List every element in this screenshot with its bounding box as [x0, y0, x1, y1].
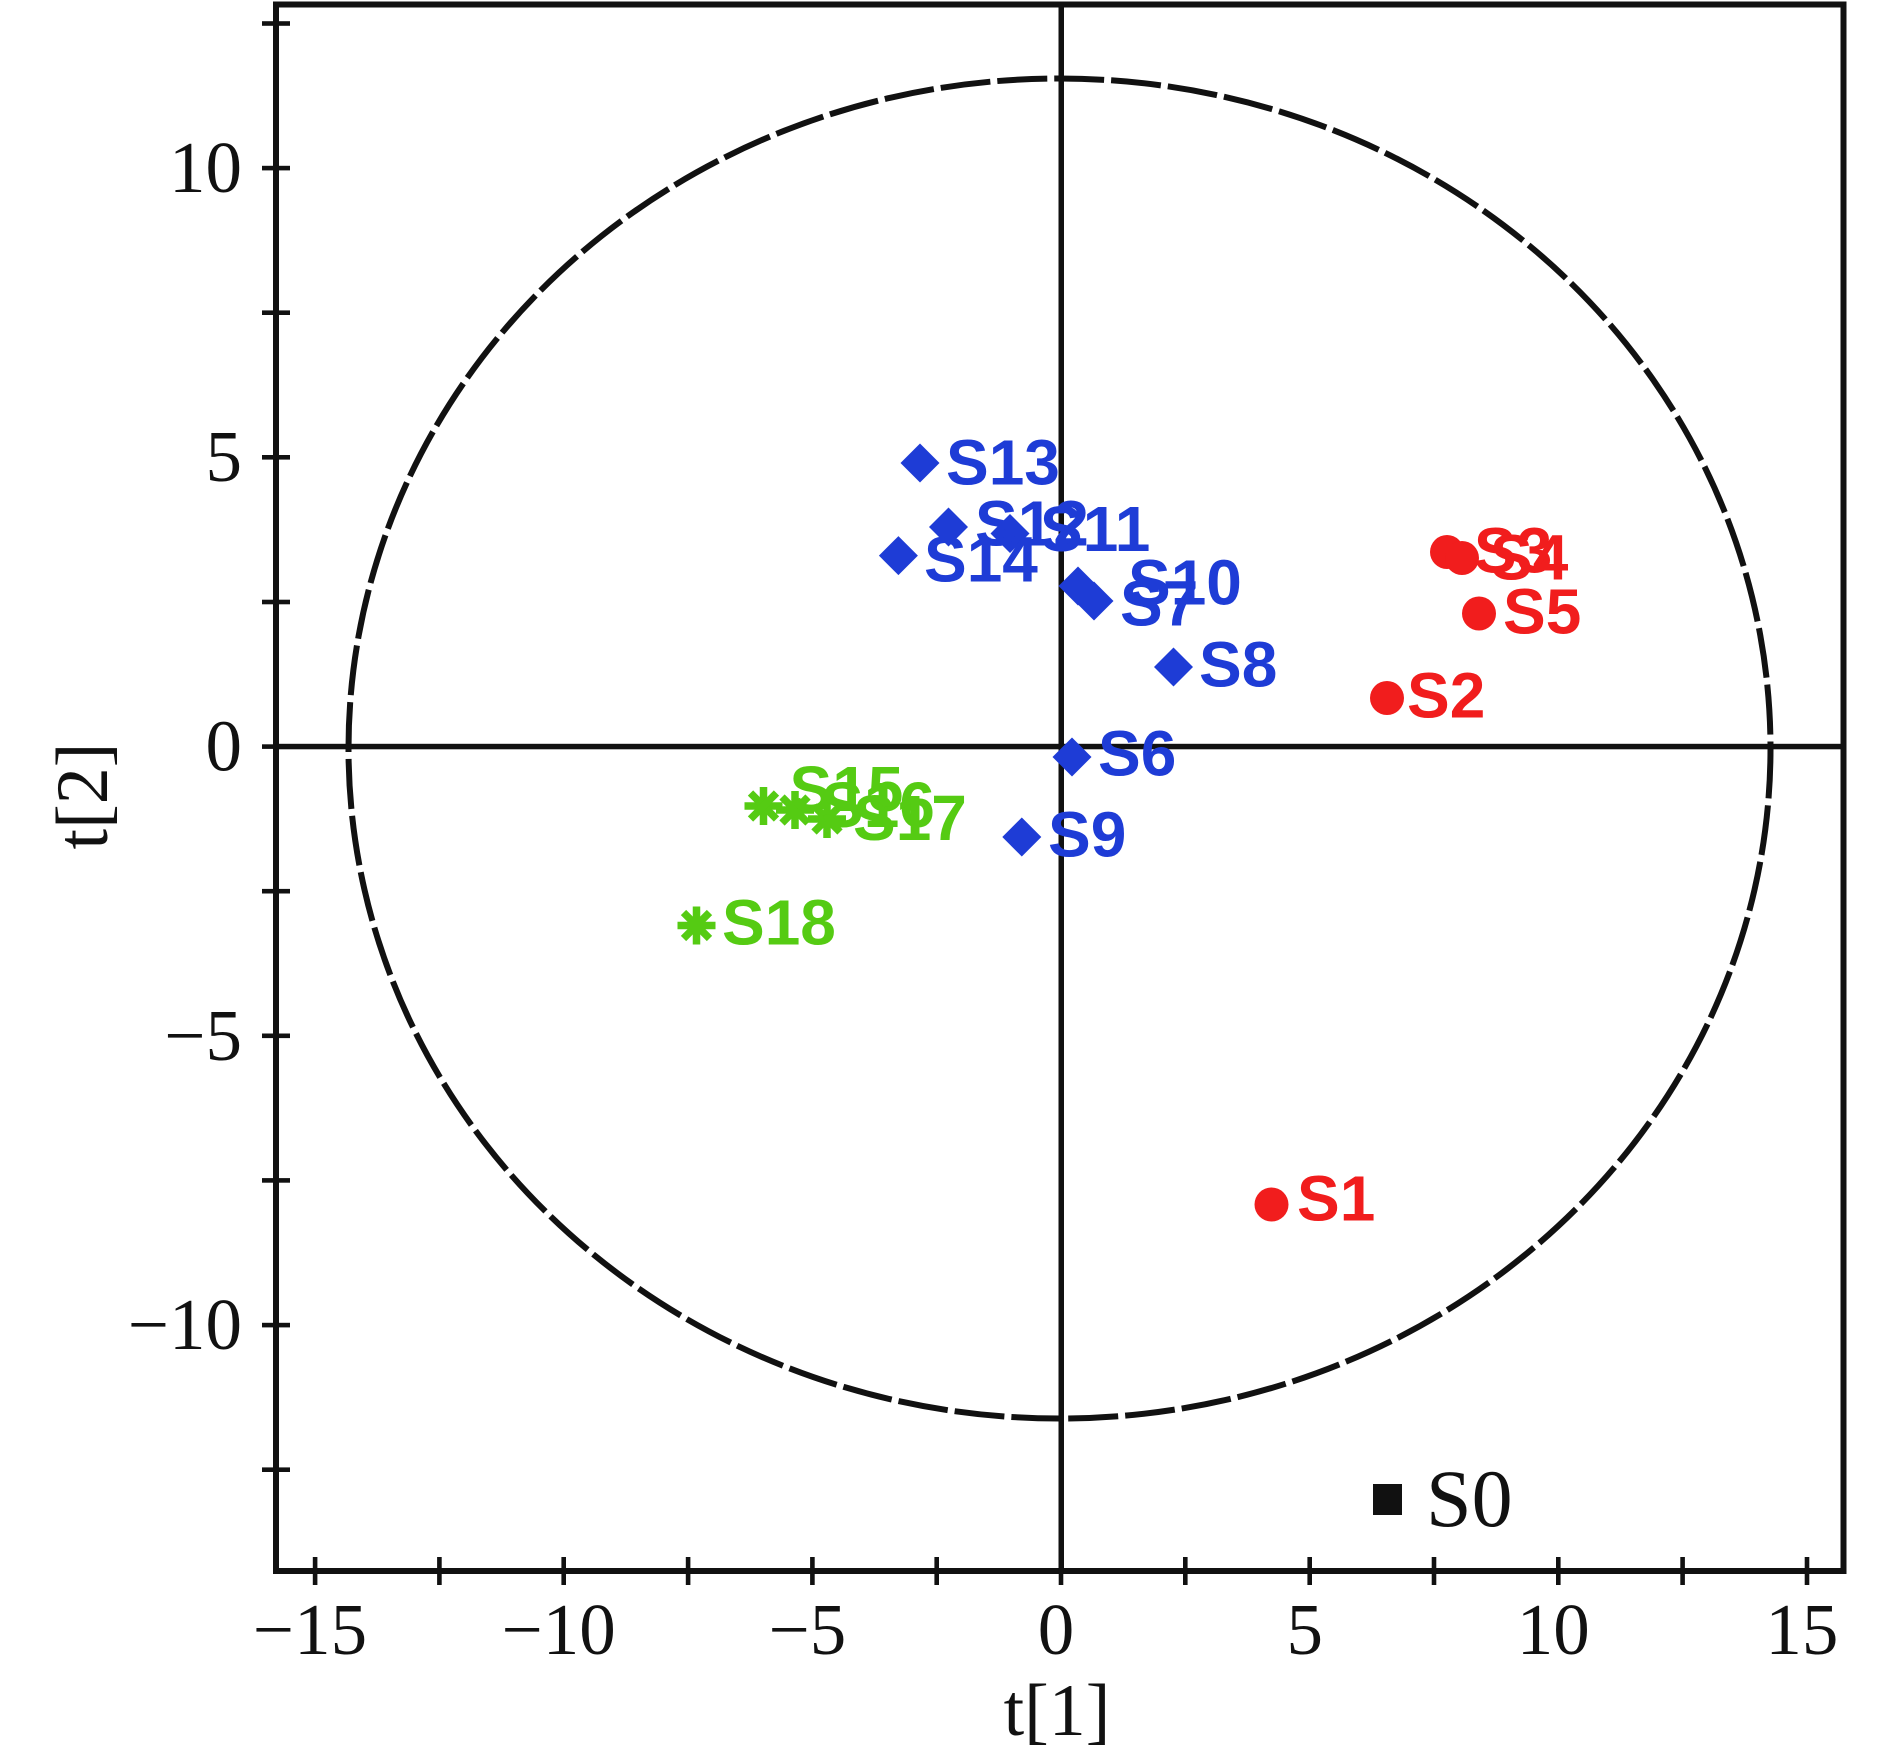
- svg-text:S12: S12: [975, 488, 1089, 560]
- svg-text:S9: S9: [1048, 799, 1126, 871]
- svg-text:S10: S10: [1128, 547, 1242, 619]
- svg-text:S2: S2: [1407, 660, 1485, 732]
- svg-text:0: 0: [206, 706, 243, 787]
- svg-text:−5: −5: [769, 1589, 847, 1670]
- svg-text:S1: S1: [1297, 1163, 1375, 1235]
- svg-text:S0: S0: [1426, 1453, 1513, 1544]
- svg-text:t[1]: t[1]: [1004, 1670, 1111, 1748]
- svg-text:S3: S3: [1474, 515, 1552, 587]
- svg-text:−5: −5: [164, 995, 242, 1076]
- svg-text:5: 5: [1286, 1589, 1323, 1670]
- svg-text:S6: S6: [1098, 718, 1176, 790]
- svg-text:5: 5: [206, 416, 243, 497]
- svg-text:S8: S8: [1199, 629, 1277, 701]
- svg-text:−15: −15: [253, 1589, 367, 1670]
- svg-text:S11: S11: [1040, 493, 1150, 565]
- svg-text:−10: −10: [502, 1589, 616, 1670]
- svg-text:S7: S7: [1120, 568, 1198, 640]
- svg-text:S15: S15: [790, 753, 904, 825]
- svg-text:15: 15: [1765, 1589, 1838, 1670]
- svg-text:S17: S17: [853, 782, 967, 854]
- svg-text:S18: S18: [722, 887, 836, 959]
- svg-text:S16: S16: [821, 769, 935, 841]
- svg-text:S5: S5: [1503, 576, 1581, 648]
- svg-text:10: 10: [169, 127, 242, 208]
- svg-text:0: 0: [1038, 1589, 1075, 1670]
- svg-text:S4: S4: [1490, 522, 1569, 594]
- svg-text:−10: −10: [128, 1284, 242, 1365]
- svg-text:S13: S13: [946, 427, 1060, 499]
- svg-text:10: 10: [1517, 1589, 1590, 1670]
- svg-text:S14: S14: [924, 524, 1038, 596]
- svg-text:t[2]: t[2]: [42, 743, 124, 850]
